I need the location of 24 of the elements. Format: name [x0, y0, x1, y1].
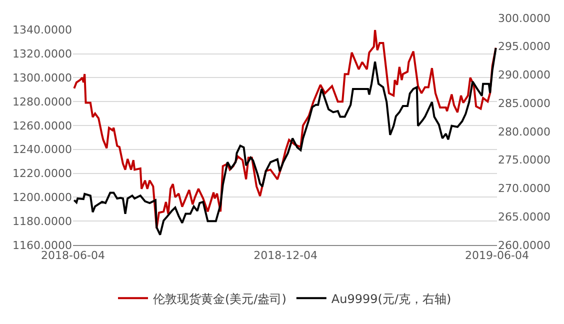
y2-tick-label: 285.0000 [498, 96, 550, 110]
y-tick-label: 1220.0000 [12, 167, 72, 180]
y2-tick-label: 275.0000 [498, 154, 550, 167]
legend-label: Au9999(元/克，右轴) [331, 292, 452, 306]
y-tick-label: 1180.0000 [12, 214, 72, 228]
y2-tick-label: 280.0000 [498, 125, 550, 138]
x-tick-label: 2019-06-04 [465, 249, 529, 262]
y-tick-label: 1300.0000 [12, 72, 72, 85]
x-tick-label: 2018-06-04 [41, 249, 105, 262]
y-tick-label: 1260.0000 [12, 119, 72, 132]
y2-tick-label: 290.0000 [498, 68, 550, 82]
y-tick-label: 1320.0000 [12, 48, 72, 61]
y2-tick-label: 270.0000 [498, 182, 550, 196]
y-tick-label: 1280.0000 [12, 95, 72, 108]
y-tick-label: 1200.0000 [12, 191, 72, 204]
y-tick-label: 1160.0000 [12, 238, 72, 252]
legend-label: 伦敦现货黄金(美元/盎司) [153, 292, 286, 306]
y2-tick-label: 300.0000 [498, 12, 550, 25]
x-tick-label: 2018-12-04 [254, 249, 318, 262]
y2-tick-label: 295.0000 [498, 40, 550, 54]
y2-tick-label: 260.0000 [498, 238, 550, 252]
y-tick-label: 1340.0000 [12, 24, 72, 37]
y-tick-label: 1240.0000 [12, 143, 72, 156]
y2-tick-label: 265.0000 [498, 210, 550, 224]
